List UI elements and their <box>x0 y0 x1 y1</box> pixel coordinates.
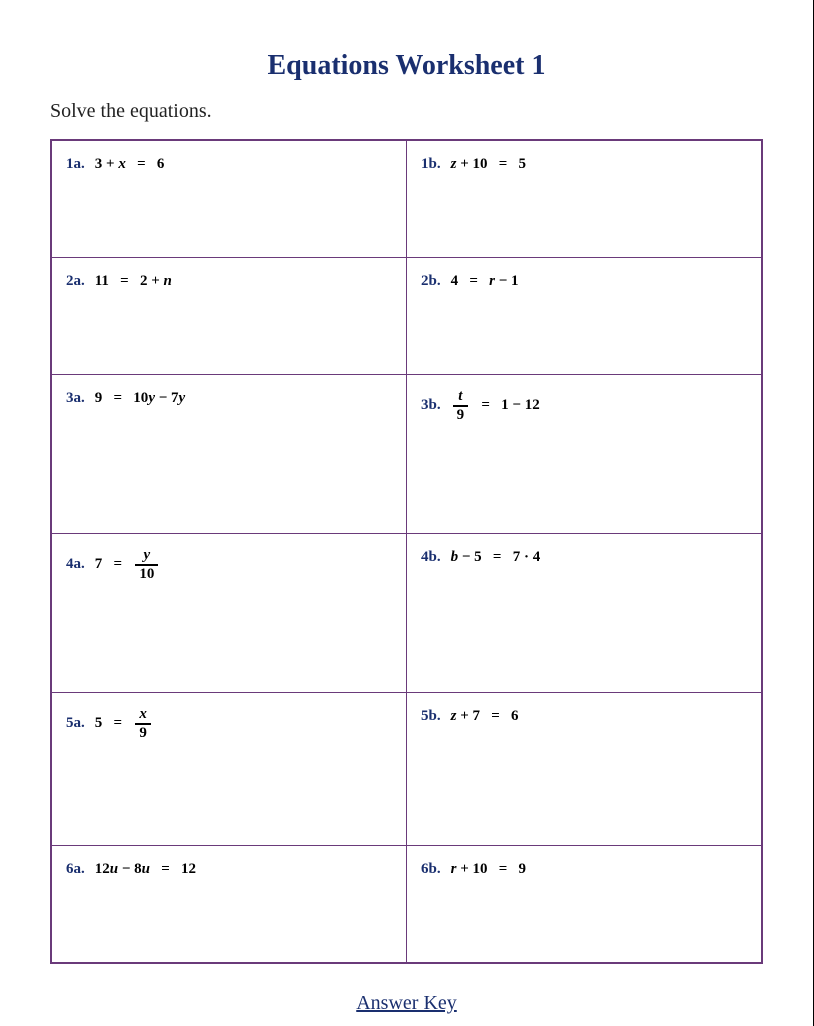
instructions-text: Solve the equations. <box>50 100 763 123</box>
problem-label: 5b. <box>421 708 441 724</box>
problem-cell-2a: 2a. 11 = 2 + n <box>51 258 407 375</box>
equation: z + 10 = 5 <box>451 156 526 172</box>
problem-cell-1a: 1a. 3 + x = 6 <box>51 140 407 258</box>
problem-label: 1b. <box>421 156 441 172</box>
problem-cell-3a: 3a. 9 = 10y − 7y <box>51 375 407 534</box>
table-row: 2a. 11 = 2 + n 2b. 4 = r − 1 <box>51 258 762 375</box>
problem-label: 4a. <box>66 556 85 572</box>
equation: 12u − 8u = 12 <box>95 861 196 877</box>
problem-label: 6a. <box>66 861 85 877</box>
table-row: 3a. 9 = 10y − 7y 3b. t9 = 1 − 12 <box>51 375 762 534</box>
problem-cell-5a: 5a. 5 = x9 <box>51 693 407 846</box>
problem-label: 1a. <box>66 156 85 172</box>
worksheet-table: 1a. 3 + x = 6 1b. z + 10 = 5 2a. 11 = 2 … <box>50 139 763 964</box>
equation: 9 = 10y − 7y <box>95 390 185 406</box>
problem-cell-3b: 3b. t9 = 1 − 12 <box>407 375 763 534</box>
table-row: 4a. 7 = y10 4b. b − 5 = 7 · 4 <box>51 534 762 693</box>
problem-cell-1b: 1b. z + 10 = 5 <box>407 140 763 258</box>
table-row: 6a. 12u − 8u = 12 6b. r + 10 = 9 <box>51 846 762 964</box>
problem-label: 3a. <box>66 390 85 406</box>
problem-label: 3b. <box>421 397 441 413</box>
problem-label: 2a. <box>66 273 85 289</box>
answer-key-link[interactable]: Answer Key <box>356 992 457 1014</box>
equation: 4 = r − 1 <box>451 273 519 289</box>
equation: r + 10 = 9 <box>451 861 526 877</box>
problem-cell-6a: 6a. 12u − 8u = 12 <box>51 846 407 964</box>
equation: b − 5 = 7 · 4 <box>451 549 541 565</box>
problem-label: 4b. <box>421 549 441 565</box>
answer-key-container: Answer Key <box>50 992 763 1015</box>
problem-label: 5a. <box>66 715 85 731</box>
equation: 5 = x9 <box>95 715 153 731</box>
problem-cell-4a: 4a. 7 = y10 <box>51 534 407 693</box>
equation: 3 + x = 6 <box>95 156 165 172</box>
equation: t9 = 1 − 12 <box>451 397 540 413</box>
problem-label: 6b. <box>421 861 441 877</box>
equation: z + 7 = 6 <box>451 708 519 724</box>
problem-cell-6b: 6b. r + 10 = 9 <box>407 846 763 964</box>
problem-cell-2b: 2b. 4 = r − 1 <box>407 258 763 375</box>
equation: 11 = 2 + n <box>95 273 172 289</box>
problem-cell-5b: 5b. z + 7 = 6 <box>407 693 763 846</box>
problem-cell-4b: 4b. b − 5 = 7 · 4 <box>407 534 763 693</box>
page-title: Equations Worksheet 1 <box>50 50 763 82</box>
table-row: 1a. 3 + x = 6 1b. z + 10 = 5 <box>51 140 762 258</box>
problem-label: 2b. <box>421 273 441 289</box>
equation: 7 = y10 <box>95 556 161 572</box>
table-row: 5a. 5 = x9 5b. z + 7 = 6 <box>51 693 762 846</box>
